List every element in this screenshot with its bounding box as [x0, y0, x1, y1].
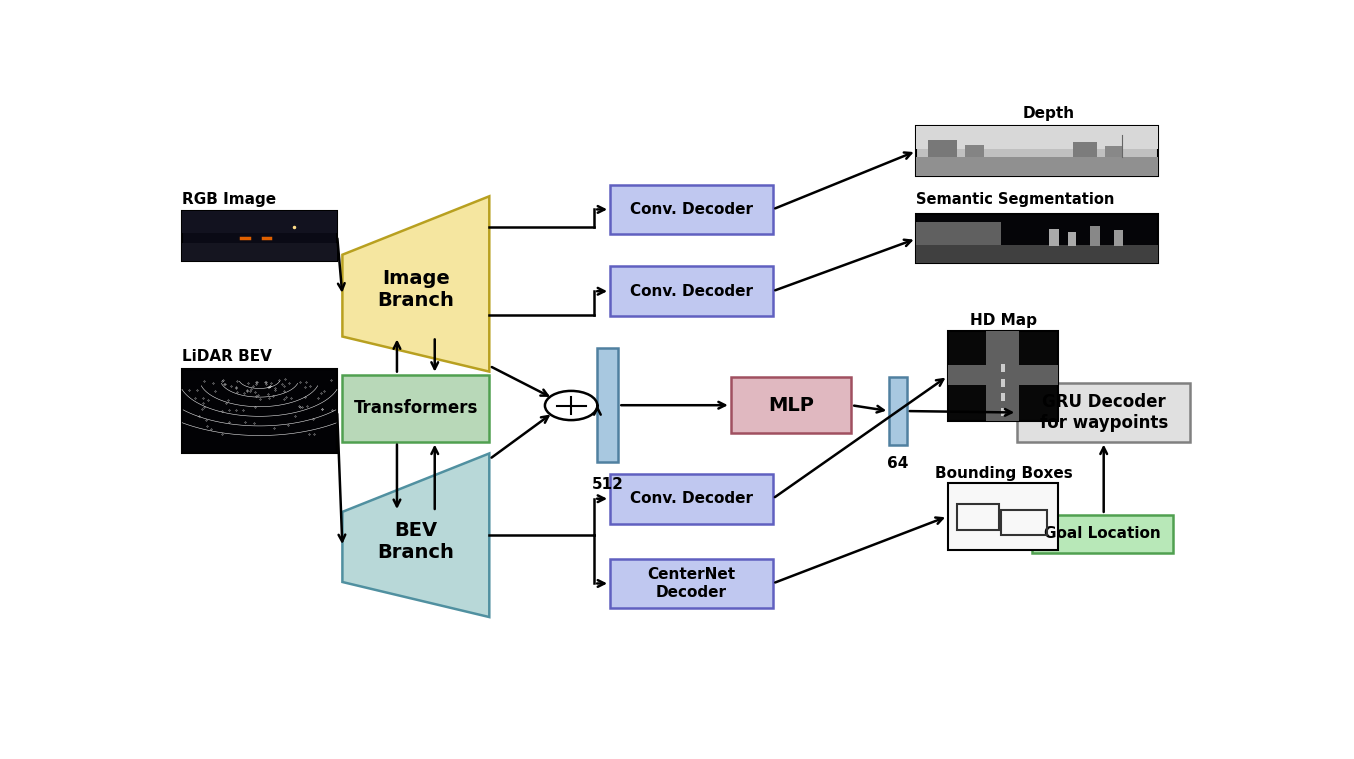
- Text: Goal Location: Goal Location: [1044, 526, 1160, 541]
- Circle shape: [544, 391, 597, 420]
- FancyBboxPatch shape: [181, 211, 337, 260]
- FancyBboxPatch shape: [1049, 228, 1059, 246]
- FancyBboxPatch shape: [1002, 393, 1005, 402]
- FancyBboxPatch shape: [597, 348, 619, 462]
- FancyBboxPatch shape: [1090, 226, 1099, 246]
- Polygon shape: [343, 197, 489, 372]
- FancyBboxPatch shape: [181, 243, 337, 260]
- FancyBboxPatch shape: [1114, 230, 1122, 246]
- FancyBboxPatch shape: [181, 211, 337, 233]
- FancyBboxPatch shape: [611, 559, 773, 608]
- Text: RGB Image: RGB Image: [181, 192, 276, 206]
- Text: 512: 512: [592, 477, 624, 492]
- Text: GRU Decoder
for waypoints: GRU Decoder for waypoints: [1040, 393, 1167, 432]
- FancyBboxPatch shape: [1002, 408, 1005, 416]
- Text: MLP: MLP: [768, 395, 814, 414]
- FancyBboxPatch shape: [1002, 364, 1005, 373]
- FancyBboxPatch shape: [181, 369, 337, 453]
- FancyBboxPatch shape: [917, 126, 1158, 176]
- Text: Depth: Depth: [1022, 106, 1075, 121]
- Text: CenterNet
Decoder: CenterNet Decoder: [647, 567, 735, 600]
- FancyBboxPatch shape: [731, 377, 852, 433]
- Text: Conv. Decoder: Conv. Decoder: [630, 491, 753, 506]
- FancyBboxPatch shape: [917, 126, 1158, 149]
- Text: Conv. Decoder: Conv. Decoder: [630, 202, 753, 217]
- FancyBboxPatch shape: [948, 483, 1057, 550]
- FancyBboxPatch shape: [917, 222, 1001, 244]
- FancyBboxPatch shape: [1032, 515, 1174, 553]
- FancyBboxPatch shape: [917, 214, 1158, 263]
- FancyBboxPatch shape: [948, 365, 1057, 385]
- Text: Image
Branch: Image Branch: [378, 269, 455, 310]
- Polygon shape: [343, 453, 489, 617]
- FancyBboxPatch shape: [1105, 146, 1121, 157]
- FancyBboxPatch shape: [1002, 379, 1005, 387]
- Text: Semantic Segmentation: Semantic Segmentation: [917, 192, 1114, 206]
- Text: Transformers: Transformers: [353, 399, 478, 417]
- FancyBboxPatch shape: [917, 157, 1158, 176]
- FancyBboxPatch shape: [917, 244, 1158, 263]
- FancyBboxPatch shape: [1074, 142, 1097, 157]
- FancyBboxPatch shape: [987, 331, 1020, 421]
- FancyBboxPatch shape: [948, 331, 1057, 421]
- Text: Conv. Decoder: Conv. Decoder: [630, 284, 753, 299]
- FancyBboxPatch shape: [890, 377, 907, 445]
- Text: Bounding Boxes: Bounding Boxes: [934, 466, 1072, 481]
- FancyBboxPatch shape: [611, 474, 773, 524]
- FancyBboxPatch shape: [964, 144, 984, 157]
- Text: BEV
Branch: BEV Branch: [378, 521, 455, 562]
- FancyBboxPatch shape: [611, 266, 773, 316]
- Text: 64: 64: [887, 456, 909, 471]
- Text: HD Map: HD Map: [969, 313, 1037, 328]
- Text: LiDAR BEV: LiDAR BEV: [181, 349, 272, 364]
- FancyBboxPatch shape: [929, 140, 957, 157]
- FancyBboxPatch shape: [1017, 383, 1190, 442]
- FancyBboxPatch shape: [611, 184, 773, 235]
- FancyBboxPatch shape: [343, 374, 489, 442]
- FancyBboxPatch shape: [1068, 232, 1075, 246]
